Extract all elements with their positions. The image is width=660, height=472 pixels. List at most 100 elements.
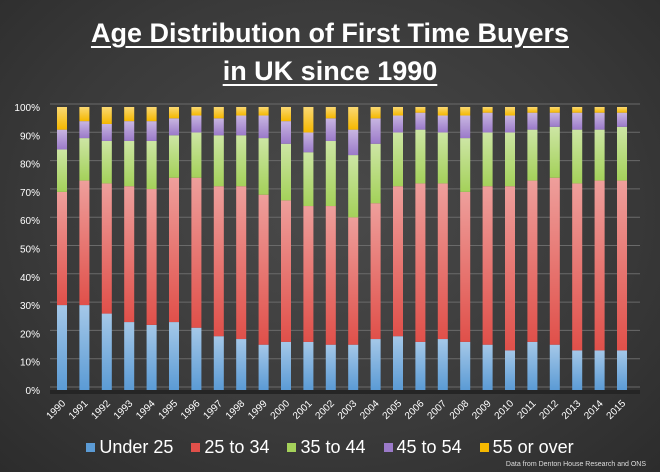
bar-segment-highlight bbox=[146, 107, 157, 122]
bar-segment-highlight bbox=[617, 350, 627, 390]
bar-segment-highlight bbox=[415, 341, 426, 390]
bar-segment-highlight bbox=[572, 112, 583, 130]
y-tick-label: 80% bbox=[20, 160, 40, 171]
bar-segment-highlight bbox=[437, 339, 448, 390]
bar-segment-highlight bbox=[169, 135, 179, 178]
source-note: Data from Denton House Research and ONS bbox=[505, 461, 646, 468]
bar-segment-highlight bbox=[594, 350, 605, 390]
y-tick-label: 0% bbox=[26, 386, 41, 397]
bar-segment-highlight bbox=[101, 183, 112, 314]
bar-segment-highlight bbox=[348, 217, 359, 345]
bar-segment-highlight bbox=[437, 115, 448, 133]
bar-segment-highlight bbox=[348, 344, 359, 390]
x-tick-label: 1991 bbox=[67, 398, 91, 422]
x-tick-label: 1990 bbox=[45, 398, 69, 422]
bar-segment-highlight bbox=[415, 129, 426, 184]
bar-segment-highlight bbox=[437, 183, 448, 340]
bar-segment-highlight bbox=[572, 107, 583, 113]
bar-segment-highlight bbox=[549, 126, 560, 178]
bar-segment-highlight bbox=[236, 135, 247, 187]
bar-segment-highlight bbox=[101, 107, 112, 124]
bar-segment-highlight bbox=[527, 107, 538, 113]
bar-segment-highlight bbox=[594, 129, 605, 181]
bar-segment-highlight bbox=[303, 341, 314, 390]
bar-segment-highlight bbox=[437, 132, 448, 184]
bar-segment-highlight bbox=[169, 177, 179, 323]
bar-segment-highlight bbox=[124, 140, 135, 187]
legend-label: 35 to 44 bbox=[300, 437, 366, 457]
bar-segment-highlight bbox=[594, 107, 605, 113]
bar-segment-highlight bbox=[325, 344, 336, 390]
bar-segment-highlight bbox=[236, 339, 247, 390]
x-tick-label: 1994 bbox=[134, 398, 158, 422]
bar-segment-highlight bbox=[549, 344, 560, 390]
legend-swatch bbox=[383, 443, 393, 452]
chart-title-line-2: in UK since 1990 bbox=[222, 56, 438, 86]
bar-segment-highlight bbox=[281, 107, 291, 122]
bar-segment-highlight bbox=[213, 107, 224, 119]
y-tick-label: 20% bbox=[20, 329, 40, 340]
bar-segment-highlight bbox=[527, 129, 538, 181]
bar-segment-highlight bbox=[146, 324, 157, 390]
bar-segment-highlight bbox=[57, 191, 67, 306]
bar-segment-highlight bbox=[191, 177, 202, 328]
bar-segment-highlight bbox=[325, 140, 336, 207]
bar-segment-highlight bbox=[303, 107, 314, 133]
bar-segment-highlight bbox=[191, 107, 202, 116]
bar-segment-highlight bbox=[325, 206, 336, 345]
legend-item: 55 or over bbox=[479, 437, 574, 458]
bar-segment-highlight bbox=[572, 129, 583, 184]
x-tick-label: 1995 bbox=[157, 398, 181, 422]
y-tick-label: 70% bbox=[20, 188, 40, 199]
bar-segment-highlight bbox=[213, 336, 224, 390]
bar-segment-highlight bbox=[57, 149, 67, 192]
x-tick-label: 2013 bbox=[560, 398, 584, 422]
legend-label: 55 or over bbox=[492, 437, 574, 457]
bar-segment-highlight bbox=[146, 189, 157, 325]
x-tick-label: 1998 bbox=[224, 398, 248, 422]
bar-segment-highlight bbox=[482, 344, 493, 390]
bar-segment-highlight bbox=[460, 107, 471, 116]
bar-segment-highlight bbox=[191, 115, 202, 133]
bar-segment-highlight bbox=[460, 191, 471, 342]
bar-segment-highlight bbox=[303, 206, 314, 342]
bar-segment-highlight bbox=[258, 107, 269, 116]
bar-segment-highlight bbox=[370, 107, 381, 119]
bar-segment-highlight bbox=[370, 203, 381, 340]
bar-segment-highlight bbox=[437, 107, 448, 116]
bar-segment-highlight bbox=[281, 121, 291, 144]
bar-segment-highlight bbox=[482, 112, 493, 133]
x-tick-label: 2011 bbox=[516, 398, 539, 421]
bar-segment-highlight bbox=[572, 350, 583, 390]
bar-segment-highlight bbox=[303, 152, 314, 207]
bar-segment-highlight bbox=[303, 132, 314, 153]
bar-segment-highlight bbox=[482, 107, 493, 113]
y-tick-label: 10% bbox=[20, 358, 40, 369]
x-tick-label: 2006 bbox=[403, 398, 427, 422]
legend-swatch bbox=[479, 443, 489, 452]
legend-item: Under 25 bbox=[86, 437, 173, 458]
x-tick-label: 2003 bbox=[336, 398, 360, 422]
x-tick-label: 2010 bbox=[493, 398, 517, 422]
bar-segment-highlight bbox=[258, 344, 269, 390]
bar-segment-highlight bbox=[281, 143, 291, 201]
bar-segment-highlight bbox=[393, 336, 403, 390]
bar-segment-highlight bbox=[348, 107, 359, 130]
bar-segment-highlight bbox=[415, 112, 426, 130]
y-tick-label: 90% bbox=[20, 131, 40, 142]
bar-segment-highlight bbox=[594, 180, 605, 351]
bar-segment-highlight bbox=[393, 115, 403, 133]
legend-label: 25 to 34 bbox=[204, 437, 270, 457]
bar-segment-highlight bbox=[213, 135, 224, 187]
x-tick-label: 1992 bbox=[89, 398, 113, 422]
bar-segment-highlight bbox=[572, 183, 583, 351]
bar-segment-highlight bbox=[57, 305, 67, 390]
bar-segment-highlight bbox=[527, 180, 538, 342]
x-axis-floor bbox=[50, 390, 640, 394]
legend-label: 45 to 54 bbox=[396, 437, 462, 457]
y-tick-label: 30% bbox=[20, 301, 40, 312]
bar-segment-highlight bbox=[124, 322, 135, 390]
bar-segment-highlight bbox=[505, 350, 515, 390]
x-tick-label: 2012 bbox=[537, 398, 561, 422]
legend-item: 25 to 34 bbox=[191, 437, 269, 458]
